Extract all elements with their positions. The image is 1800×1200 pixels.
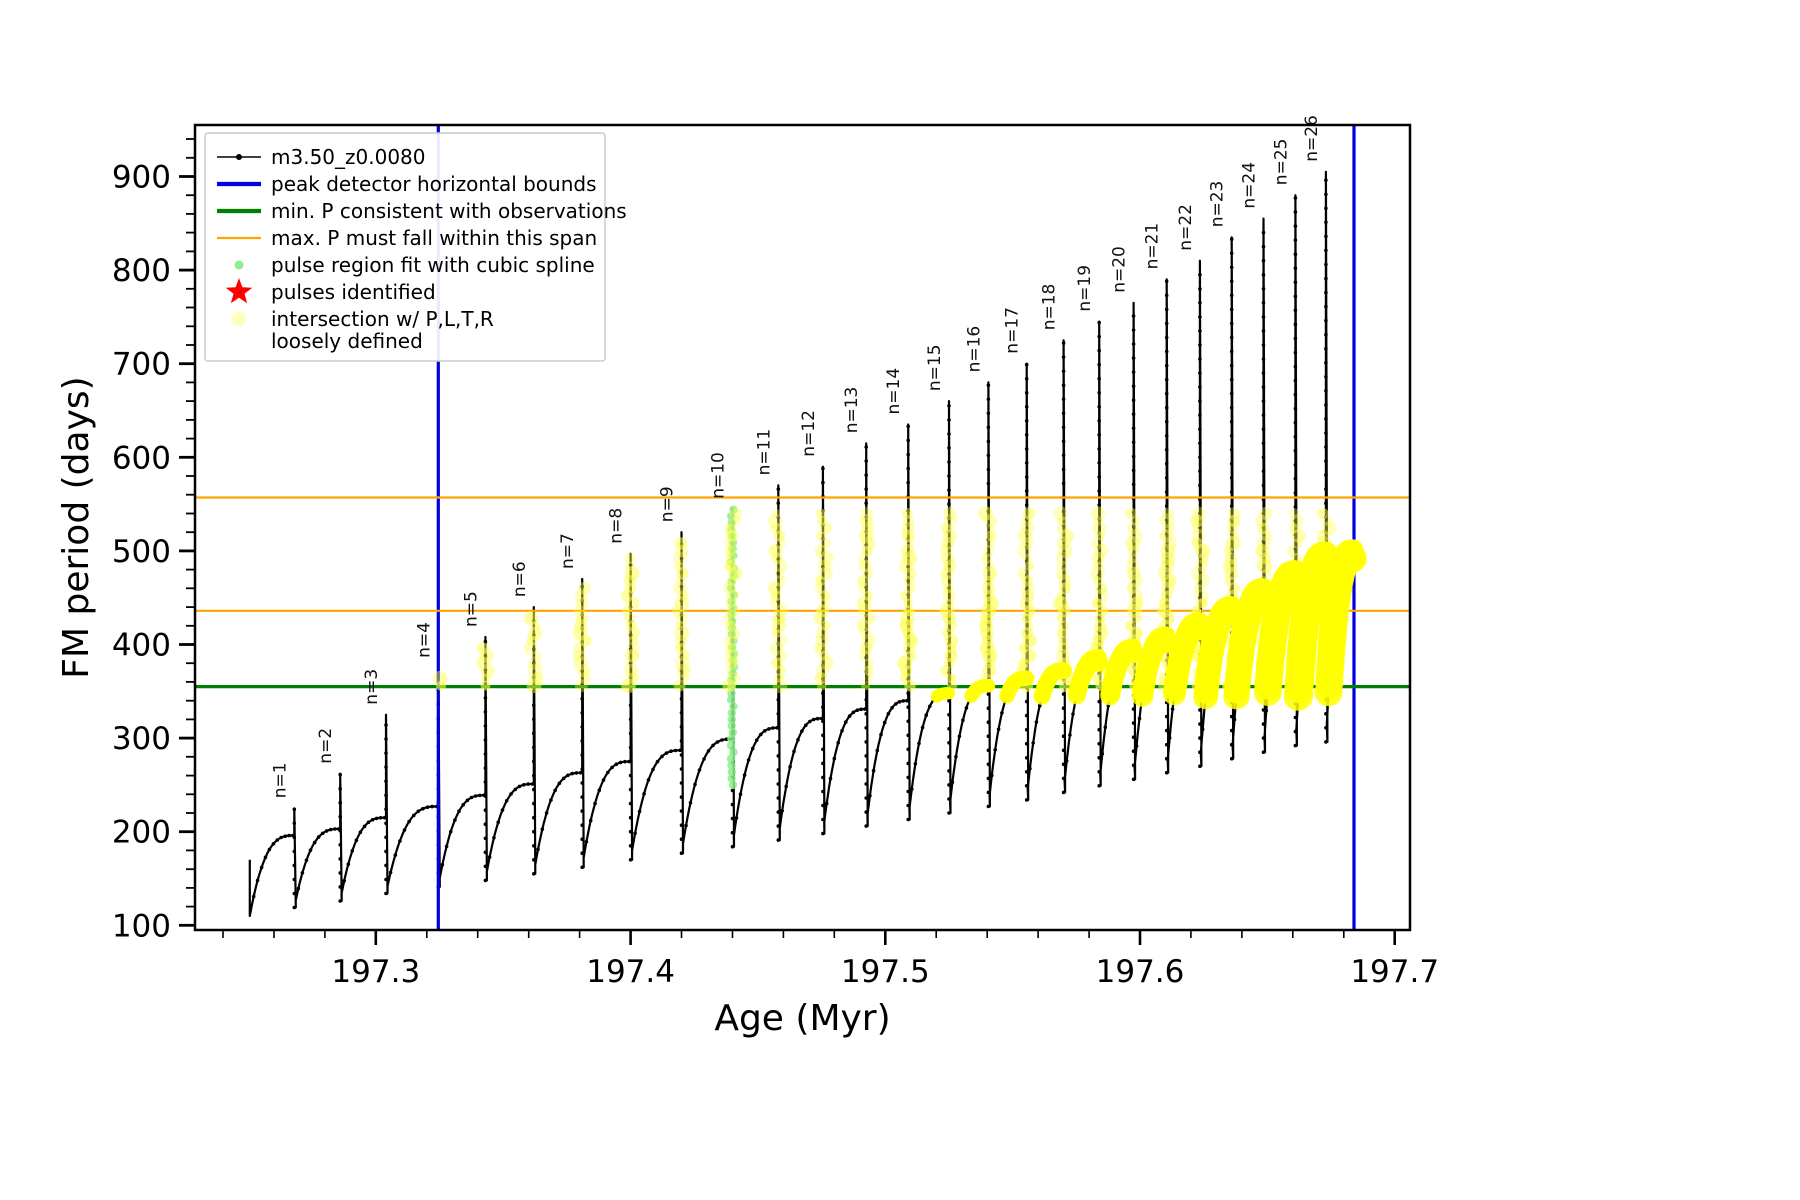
svg-text:peak detector horizontal bound: peak detector horizontal bounds: [271, 172, 597, 196]
svg-text:n=7: n=7: [558, 533, 578, 569]
svg-text:900: 900: [112, 160, 171, 196]
svg-text:n=1: n=1: [270, 762, 290, 798]
svg-text:n=11: n=11: [754, 429, 774, 476]
svg-text:100: 100: [112, 908, 171, 944]
svg-text:n=22: n=22: [1176, 204, 1196, 251]
svg-text:700: 700: [112, 347, 171, 383]
svg-text:n=8: n=8: [607, 508, 627, 544]
svg-text:197.7: 197.7: [1350, 954, 1439, 990]
svg-text:n=17: n=17: [1003, 307, 1023, 354]
svg-text:197.4: 197.4: [586, 954, 675, 990]
svg-text:n=9: n=9: [658, 486, 678, 522]
svg-text:intersection w/ P,L,T,R: intersection w/ P,L,T,R: [271, 307, 494, 331]
svg-text:n=19: n=19: [1075, 265, 1095, 312]
svg-text:600: 600: [112, 440, 171, 476]
svg-text:n=24: n=24: [1240, 162, 1260, 209]
x-axis-label: Age (Myr): [714, 998, 890, 1039]
svg-text:n=14: n=14: [884, 368, 904, 415]
svg-text:n=25: n=25: [1271, 139, 1291, 186]
svg-text:max. P must fall within this s: max. P must fall within this span: [271, 226, 597, 250]
svg-text:loosely defined: loosely defined: [271, 329, 423, 353]
svg-text:n=15: n=15: [925, 344, 945, 391]
svg-text:197.5: 197.5: [841, 954, 930, 990]
svg-text:197.3: 197.3: [331, 954, 420, 990]
svg-text:n=21: n=21: [1143, 223, 1163, 270]
x-axis: 197.3 197.4 197.5 197.6 197.7 Age (Myr): [222, 930, 1439, 1039]
svg-text:n=3: n=3: [362, 669, 382, 705]
svg-text:pulse region fit with cubic sp: pulse region fit with cubic spline: [271, 253, 595, 277]
svg-text:pulses identified: pulses identified: [271, 280, 436, 304]
svg-text:400: 400: [112, 628, 171, 664]
svg-text:n=2: n=2: [316, 728, 336, 764]
svg-text:n=20: n=20: [1110, 246, 1130, 293]
pulse-labels: n=1 n=2 n=3 n=4 n=5 n=6 n=7 n=8 n=9 n=10 n=11 n=12 n…: [270, 115, 1322, 798]
svg-text:m3.50_z0.0080: m3.50_z0.0080: [271, 145, 426, 169]
svg-text:n=6: n=6: [510, 561, 530, 597]
plot-frame: [193, 123, 1412, 932]
svg-text:300: 300: [112, 721, 171, 757]
svg-text:n=4: n=4: [414, 622, 434, 658]
svg-text:n=13: n=13: [842, 387, 862, 434]
intersection-spike-dots: [432, 506, 1337, 694]
intersection-shoulder-blobs: [930, 539, 1367, 711]
max-p-span-lines: [195, 496, 1410, 612]
svg-text:n=16: n=16: [964, 326, 984, 373]
svg-text:min. P consistent with observa: min. P consistent with observations: [271, 199, 627, 223]
svg-text:200: 200: [112, 815, 171, 851]
svg-text:800: 800: [112, 253, 171, 289]
svg-text:n=10: n=10: [709, 452, 729, 499]
svg-text:500: 500: [112, 534, 171, 570]
svg-text:n=23: n=23: [1208, 181, 1228, 228]
svg-text:n=26: n=26: [1302, 115, 1322, 162]
svg-text:197.6: 197.6: [1096, 954, 1185, 990]
svg-text:n=5: n=5: [461, 591, 481, 627]
y-axis-label: FM period (days): [56, 376, 97, 678]
y-axis: 100 200 300 400 500 600 700 800 900 FM period (da…: [56, 138, 195, 944]
svg-text:n=18: n=18: [1040, 284, 1060, 331]
svg-text:n=12: n=12: [799, 410, 819, 457]
